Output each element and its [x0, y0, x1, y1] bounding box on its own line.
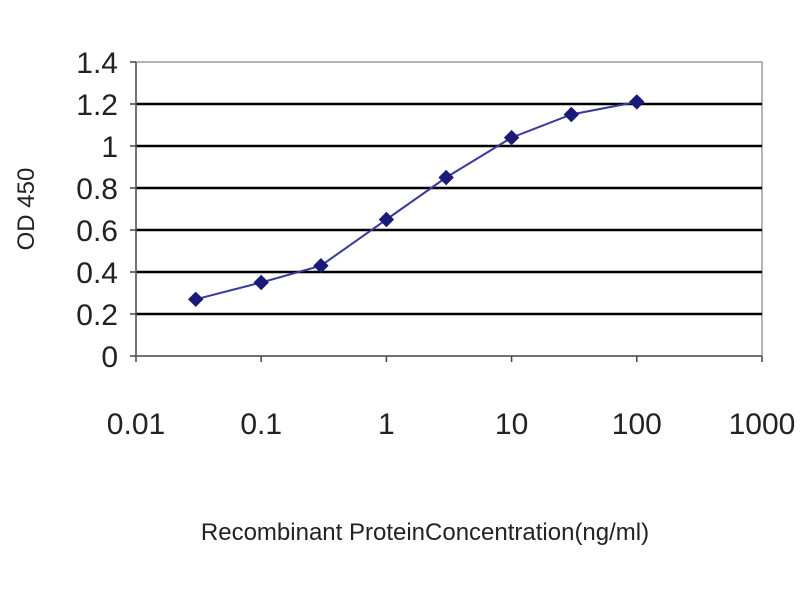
y-tick-label: 1.2: [76, 89, 118, 122]
y-tick-labels: 0 0.2 0.4 0.6 0.8 1 1.2 1.4: [76, 47, 118, 374]
y-tick-label: 0.8: [76, 173, 118, 206]
y-axis-title: OD 450: [13, 168, 40, 251]
data-series: [188, 94, 645, 308]
y-tick-label: 0: [101, 341, 118, 374]
data-point-marker: [378, 211, 395, 228]
x-tick-label: 0.1: [240, 408, 282, 441]
axes: [130, 61, 763, 362]
x-tick-label: 1000: [729, 408, 796, 441]
data-point-marker: [503, 129, 520, 146]
series-line: [195, 100, 637, 301]
data-point-marker: [253, 274, 269, 291]
y-tick-label: 1: [101, 131, 118, 164]
x-tick-label: 100: [612, 408, 662, 441]
x-axis-title: Recombinant ProteinConcentration(ng/ml): [201, 519, 649, 546]
plot-area: [135, 61, 763, 357]
data-point-marker: [313, 257, 329, 274]
y-tick-label: 0.4: [76, 257, 118, 290]
data-point-marker: [438, 169, 454, 186]
data-point-marker: [629, 94, 645, 110]
grid-lines: [136, 102, 762, 316]
x-tick-label: 10: [495, 408, 528, 441]
y-tick-label: 1.4: [76, 47, 118, 80]
data-point-marker: [563, 106, 580, 123]
y-tick-label: 0.2: [76, 299, 118, 332]
x-tick-labels: 0.01 0.1 1 10 100 1000: [107, 408, 796, 441]
x-tick-label: 1: [378, 408, 395, 441]
x-tick-label: 0.01: [107, 408, 165, 441]
y-tick-label: 0.6: [76, 215, 118, 248]
data-point-marker: [188, 291, 204, 308]
